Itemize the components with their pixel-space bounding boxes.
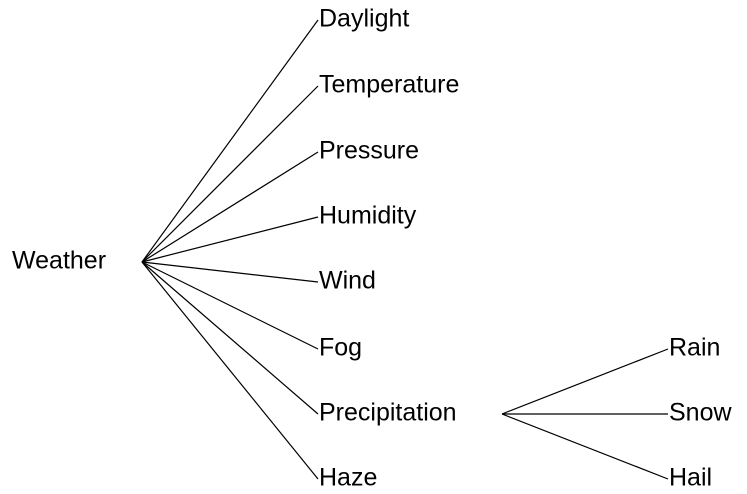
edge	[141, 85, 319, 263]
edge	[141, 19, 319, 263]
node-label: Pressure	[319, 137, 419, 165]
node-label: Daylight	[319, 5, 409, 33]
edge	[141, 261, 319, 350]
root-label: Weather	[12, 247, 106, 275]
node-label: Hail	[669, 464, 712, 492]
node-label: Haze	[319, 464, 377, 492]
edge	[141, 261, 319, 480]
node-label: Precipitation	[319, 399, 457, 427]
edge	[501, 348, 669, 415]
edge	[141, 216, 319, 263]
node-label: Wind	[319, 267, 376, 295]
node-label: Fog	[319, 334, 362, 362]
node-label: Snow	[669, 399, 732, 427]
edge	[141, 261, 319, 283]
node-label: Temperature	[319, 71, 459, 99]
edge	[141, 151, 319, 263]
node-label: Rain	[669, 334, 720, 362]
edge	[501, 413, 669, 480]
node-label: Humidity	[319, 202, 417, 230]
edge	[141, 261, 319, 415]
